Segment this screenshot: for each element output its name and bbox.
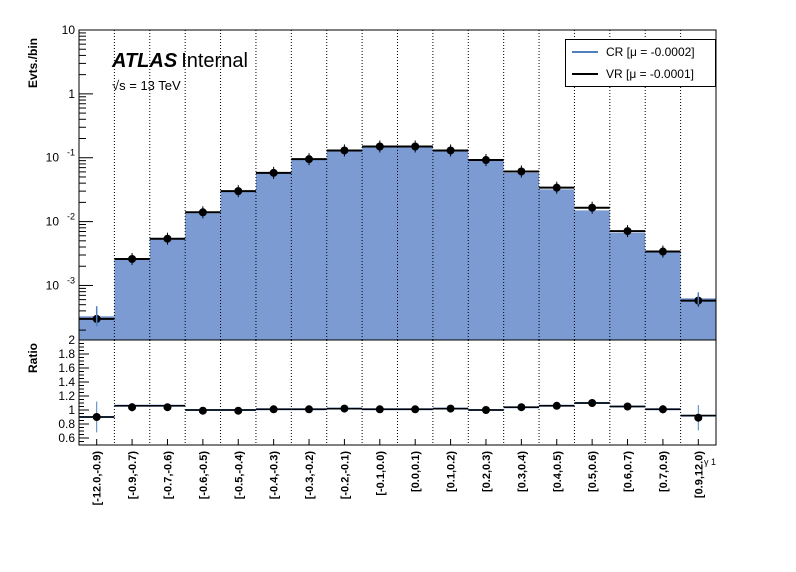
ratio-point	[340, 404, 349, 413]
main-y-tick-label: 10	[46, 278, 60, 292]
vr-point	[588, 203, 597, 212]
main-y-tick-exponent: -2	[67, 212, 75, 222]
x-category-label: [-12.0,-0.9)	[92, 451, 104, 506]
x-category-label: [-0.3,-0.2)	[304, 451, 316, 500]
legend-vr-swatch	[572, 73, 598, 75]
x-category-label: [0.3,0.4)	[516, 451, 528, 492]
vr-point	[481, 156, 490, 165]
main-y-tick-exponent: -1	[67, 148, 75, 158]
vr-point	[517, 167, 526, 176]
ratio-y-tick-label: 0.8	[58, 417, 75, 431]
vr-point	[552, 183, 561, 192]
legend-cr-label: CR [μ = -0.0002]	[606, 45, 695, 59]
energy-label: √s = 13 TeV	[112, 78, 181, 93]
main-y-axis-label: Evts./bin	[26, 37, 40, 88]
vr-point	[340, 146, 349, 155]
ratio-point	[198, 406, 207, 415]
ratio-point	[446, 404, 455, 413]
vr-point	[623, 227, 632, 236]
atlas-label: ATLAS Internal	[112, 50, 248, 73]
ratio-y-tick-label: 0.6	[58, 431, 75, 445]
vr-point	[658, 247, 667, 256]
vr-point	[163, 234, 172, 243]
vr-point	[375, 142, 384, 151]
vr-point	[411, 142, 420, 151]
ratio-point	[92, 413, 101, 421]
ratio-point	[694, 413, 703, 422]
ratio-y-tick-label: 1.2	[58, 389, 75, 403]
x-category-label: [-0.2,-0.1)	[339, 451, 351, 500]
legend-vr-label: VR [μ = -0.0001]	[606, 67, 694, 81]
atlas-logo-text: ATLAS	[112, 50, 178, 72]
x-category-label: [0.0,0.1)	[410, 451, 422, 492]
main-y-tick-label: 10	[62, 23, 76, 37]
legend-entry-cr: CR [μ = -0.0002]	[566, 42, 695, 62]
ratio-y-tick-label: 1	[68, 403, 75, 417]
vr-point	[269, 168, 278, 177]
main-y-tick-label: 10	[46, 151, 60, 165]
status-label: Internal	[181, 50, 248, 72]
vr-point	[446, 146, 455, 155]
x-category-label: [0.4,0.5)	[552, 451, 564, 492]
ratio-point	[375, 405, 384, 414]
ratio-point	[517, 403, 526, 412]
ratio-point	[658, 405, 667, 414]
x-category-label: [-0.6,-0.5)	[198, 451, 210, 500]
x-category-label: [0.1,0.2)	[446, 451, 458, 492]
x-axis-label: γ 1	[704, 457, 716, 467]
ratio-y-axis-label: Ratio	[26, 343, 40, 373]
x-category-label: [0.6,0.7)	[623, 451, 635, 492]
ratio-point	[305, 405, 314, 414]
vr-point	[128, 254, 137, 263]
ratio-point	[269, 405, 278, 414]
ratio-point	[588, 399, 597, 407]
ratio-point	[128, 403, 137, 412]
main-y-tick-exponent: -3	[67, 275, 75, 285]
x-category-label: [-0.7,-0.6)	[162, 451, 174, 500]
ratio-point	[163, 403, 172, 412]
ratio-y-tick-label: 1.6	[58, 361, 75, 375]
x-category-label: [0.9,12.0)	[693, 451, 705, 498]
x-category-label: [0.7,0.9)	[658, 451, 670, 492]
legend-cr-swatch	[572, 51, 598, 53]
ratio-y-tick-label: 1.8	[58, 347, 75, 361]
vr-point	[305, 155, 314, 164]
legend-entry-vr: VR [μ = -0.0001]	[566, 64, 694, 84]
x-category-label: [-0.1,0.0)	[375, 451, 387, 496]
vr-point	[234, 187, 243, 196]
legend: CR [μ = -0.0002] VR [μ = -0.0001]	[565, 39, 716, 87]
ratio-point	[552, 401, 561, 410]
ratio-y-tick-label: 2	[68, 333, 75, 347]
ratio-point	[481, 406, 490, 414]
x-category-label: [-0.5,-0.4)	[233, 451, 245, 500]
vr-point	[198, 208, 207, 217]
ratio-point	[234, 406, 243, 415]
main-y-tick-label: 10	[46, 215, 60, 229]
ratio-point	[411, 405, 420, 414]
ratio-point	[623, 402, 632, 411]
x-category-label: [0.2,0.3)	[481, 451, 493, 492]
x-category-label: [0.5,0.6)	[587, 451, 599, 492]
x-category-label: [-0.9,-0.7)	[127, 451, 139, 500]
x-category-label: [-0.4,-0.3)	[269, 451, 281, 500]
ratio-y-tick-label: 1.4	[58, 375, 75, 389]
main-y-tick-label: 1	[68, 87, 75, 101]
